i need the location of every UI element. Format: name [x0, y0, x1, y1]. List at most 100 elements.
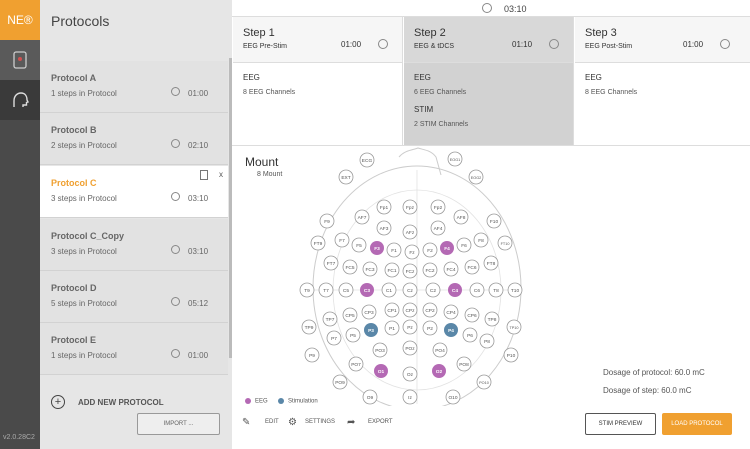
electrode-circle[interactable]: [476, 374, 492, 390]
electrode-tp8[interactable]: TP8: [484, 311, 500, 327]
electrode-p9[interactable]: P9: [304, 347, 320, 363]
electrode-p4[interactable]: P4: [444, 323, 458, 337]
electrode-circle[interactable]: [338, 169, 354, 185]
electrode-af7[interactable]: AF7: [354, 209, 370, 225]
electrode-circle[interactable]: [443, 261, 459, 277]
electrode-circle[interactable]: [304, 347, 320, 363]
duplicate-icon[interactable]: [200, 170, 208, 180]
electrode-circle[interactable]: [483, 255, 499, 271]
electrode-fc1[interactable]: FC1: [384, 262, 400, 278]
electrode-circle[interactable]: [484, 311, 500, 327]
electrode-circle[interactable]: [456, 356, 472, 372]
electrode-po9[interactable]: PO9: [332, 374, 348, 390]
electrode-circle[interactable]: [479, 333, 495, 349]
electrode-f9[interactable]: F9: [319, 213, 335, 229]
add-protocol-button[interactable]: + ADD NEW PROTOCOL: [51, 395, 201, 410]
electrode-oz[interactable]: Oz: [402, 366, 418, 382]
electrode-cp2[interactable]: CP2: [422, 302, 438, 318]
electrode-f6[interactable]: F6: [456, 237, 472, 253]
electrode-t10[interactable]: T10: [507, 282, 523, 298]
electrode-f4[interactable]: F4: [440, 241, 454, 255]
protocol-item-c[interactable]: Protocol C 3 steps in Protocol 03:10 x: [40, 166, 228, 218]
electrode-ft10[interactable]: FT10: [497, 235, 513, 251]
electrode-tp9[interactable]: TP9: [301, 319, 317, 335]
import-button[interactable]: IMPORT ...: [137, 413, 220, 435]
electrode-cp4[interactable]: CP4: [443, 304, 459, 320]
electrode-circle[interactable]: [332, 374, 348, 390]
electrode-o10[interactable]: O10: [445, 389, 461, 405]
electrode-circle[interactable]: [345, 327, 361, 343]
electrode-f2[interactable]: F2: [422, 242, 438, 258]
electrode-circle[interactable]: [422, 262, 438, 278]
electrode-circle[interactable]: [402, 199, 418, 215]
electrode-ft9[interactable]: FT9: [310, 235, 326, 251]
electrode-f7[interactable]: F7: [334, 232, 350, 248]
electrode-circle[interactable]: [456, 237, 472, 253]
electrode-circle[interactable]: [351, 237, 367, 253]
electrode-circle[interactable]: [402, 340, 418, 356]
sidebar-scrollbar[interactable]: [229, 58, 232, 358]
electrode-af4[interactable]: AF4: [430, 220, 446, 236]
electrode-fp1[interactable]: Fp1: [376, 199, 392, 215]
electrode-eog2[interactable]: EOG2: [468, 169, 484, 185]
electrode-p6[interactable]: P6: [462, 327, 478, 343]
electrode-po8[interactable]: PO8: [456, 356, 472, 372]
electrode-p2[interactable]: P2: [422, 320, 438, 336]
electrode-c5[interactable]: C5: [338, 282, 354, 298]
electrode-fpz[interactable]: Fpz: [402, 199, 418, 215]
electrode-o2[interactable]: O2: [432, 364, 446, 378]
electrode-af8[interactable]: AF8: [453, 209, 469, 225]
electrode-cz[interactable]: Cz: [402, 282, 418, 298]
electrode-f8[interactable]: F8: [473, 232, 489, 248]
settings-button[interactable]: SETTINGS: [305, 419, 336, 425]
close-icon[interactable]: x: [219, 170, 223, 179]
electrode-circle[interactable]: [486, 213, 502, 229]
electrode-p5[interactable]: P5: [345, 327, 361, 343]
electrode-f3[interactable]: F3: [370, 241, 384, 255]
electrode-circle[interactable]: [422, 302, 438, 318]
electrode-p3[interactable]: P3: [364, 323, 378, 337]
electrode-circle[interactable]: [497, 235, 513, 251]
electrode-circle[interactable]: [384, 320, 400, 336]
electrode-circle[interactable]: [372, 342, 388, 358]
protocol-item-a[interactable]: Protocol A 1 steps in Protocol 01:00: [40, 61, 228, 113]
electrode-fz[interactable]: Fz: [404, 244, 420, 260]
electrode-fc2[interactable]: FC2: [422, 262, 438, 278]
electrode-circle[interactable]: [444, 323, 458, 337]
electrode-circle[interactable]: [354, 209, 370, 225]
electrode-circle[interactable]: [506, 319, 522, 335]
electrode-afz[interactable]: AFz: [402, 224, 418, 240]
electrode-circle[interactable]: [402, 302, 418, 318]
electrode-circle[interactable]: [469, 282, 485, 298]
protocol-item-b[interactable]: Protocol B 2 steps in Protocol 02:10: [40, 113, 228, 165]
export-button[interactable]: EXPORT: [368, 419, 393, 425]
electrode-circle[interactable]: [362, 261, 378, 277]
electrode-fc5[interactable]: FC5: [342, 259, 358, 275]
pencil-icon[interactable]: ✎: [242, 417, 251, 428]
electrode-circle[interactable]: [422, 320, 438, 336]
electrode-circle[interactable]: [440, 241, 454, 255]
electrode-circle[interactable]: [359, 152, 375, 168]
electrode-circle[interactable]: [402, 366, 418, 382]
electrode-f1[interactable]: F1: [386, 242, 402, 258]
protocols-nav-button[interactable]: [0, 80, 40, 120]
electrode-po7[interactable]: PO7: [348, 356, 364, 372]
electrode-circle[interactable]: [445, 389, 461, 405]
electrode-tp7[interactable]: TP7: [322, 311, 338, 327]
electrode-circle[interactable]: [386, 242, 402, 258]
electrode-circle[interactable]: [402, 389, 418, 405]
electrode-circle[interactable]: [381, 282, 397, 298]
electrode-cp6[interactable]: CP6: [464, 307, 480, 323]
electrode-circle[interactable]: [443, 304, 459, 320]
electrode-circle[interactable]: [503, 347, 519, 363]
electrode-circle[interactable]: [402, 319, 418, 335]
step-card-2[interactable]: Step 2 EEG & tDCS 01:10 EEG 6 EEG Channe…: [404, 17, 574, 145]
electrode-circle[interactable]: [310, 235, 326, 251]
electrode-circle[interactable]: [338, 282, 354, 298]
electrode-circle[interactable]: [362, 389, 378, 405]
electrode-circle[interactable]: [453, 209, 469, 225]
step-card-3[interactable]: Step 3 EEG Post-Stim 01:00 EEG 8 EEG Cha…: [575, 17, 750, 145]
electrode-circle[interactable]: [402, 282, 418, 298]
electrode-circle[interactable]: [404, 244, 420, 260]
electrode-circle[interactable]: [402, 224, 418, 240]
